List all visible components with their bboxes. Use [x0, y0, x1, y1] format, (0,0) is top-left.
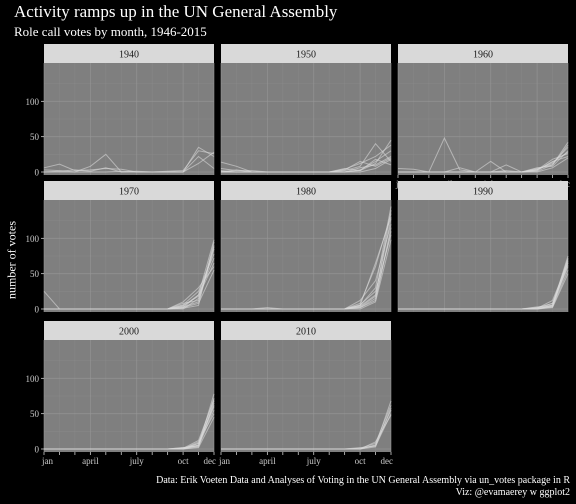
y-tick-label: 0: [35, 168, 40, 178]
series-line: [221, 227, 392, 310]
panel-background: [221, 340, 391, 452]
panel-background: [44, 200, 214, 312]
x-tick-label: april: [82, 456, 99, 466]
panel-background: [221, 63, 391, 175]
x-tick-label: jan: [218, 456, 230, 466]
y-tick-label: 100: [26, 234, 40, 244]
y-tick-label: 0: [35, 305, 40, 315]
series-line: [221, 414, 392, 450]
facet-label: 1960: [473, 50, 493, 61]
panel-background: [398, 63, 568, 175]
x-tick-label: july: [129, 456, 145, 466]
x-tick-label: dec: [204, 456, 217, 466]
facet-strip: [398, 44, 568, 63]
x-tick-label: jan: [41, 456, 53, 466]
x-tick-label: oct: [355, 456, 366, 466]
panel-background: [44, 340, 214, 452]
y-tick-label: 50: [30, 132, 40, 142]
chart-title: Activity ramps up in the UN General Asse…: [14, 2, 338, 21]
facet-label: 1950: [296, 50, 316, 61]
series-line: [398, 157, 569, 173]
y-tick-label: 0: [35, 445, 40, 455]
facet-strip: [398, 181, 568, 200]
facet-label: 1940: [119, 50, 139, 61]
x-tick-label: oct: [178, 456, 189, 466]
series-line: [44, 405, 215, 450]
series-line: [398, 262, 569, 310]
caption-source: Data: Erik Voeten Data and Analyses of V…: [156, 475, 570, 486]
panel-background: [398, 200, 568, 312]
y-tick-label: 50: [30, 409, 40, 419]
caption-credit: Viz: @evamaerey w ggplot2: [455, 487, 570, 498]
facet-label: 1980: [296, 187, 316, 198]
y-tick-label: 50: [30, 269, 40, 279]
facet-strip: [221, 44, 391, 63]
y-tick-label: 100: [26, 97, 40, 107]
y-tick-label: 100: [26, 374, 40, 384]
facet-strip: [44, 321, 214, 340]
facet-strip: [221, 321, 391, 340]
facet-label: 2000: [119, 327, 139, 338]
panel-background: [221, 200, 391, 312]
facet-label: 2010: [296, 327, 316, 338]
x-tick-label: dec: [381, 456, 394, 466]
facet-strip: [221, 181, 391, 200]
panel-background: [44, 63, 214, 175]
x-tick-label: july: [306, 456, 322, 466]
facet-strip: [44, 44, 214, 63]
series-line: [221, 158, 392, 173]
series-line: [44, 241, 215, 310]
chart-subtitle: Role call votes by month, 1946-2015: [14, 24, 207, 39]
x-tick-label: april: [259, 456, 276, 466]
facet-label: 1970: [119, 187, 139, 198]
series-line: [43, 155, 215, 173]
facet-strip: [44, 181, 214, 200]
facet-label: 1990: [473, 187, 493, 198]
